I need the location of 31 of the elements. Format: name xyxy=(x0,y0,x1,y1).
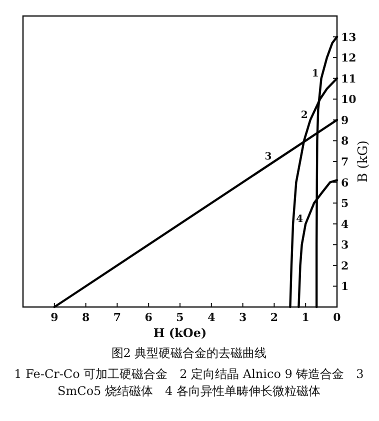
y-tick-label: 8 xyxy=(341,134,349,148)
x-tick-label: 4 xyxy=(208,311,216,324)
y-tick-label: 11 xyxy=(341,72,356,86)
x-axis-title: H (kOe) xyxy=(153,326,207,340)
y-tick-label: 2 xyxy=(341,259,349,272)
x-tick-label: 9 xyxy=(50,311,58,324)
y-tick-label: 4 xyxy=(341,218,349,231)
y-tick-label: 6 xyxy=(341,176,349,190)
x-tick-label: 8 xyxy=(82,311,90,324)
x-tick-label: 7 xyxy=(113,311,122,324)
x-tick-label: 2 xyxy=(270,311,278,324)
y-tick-label: 1 xyxy=(341,280,349,294)
y-tick-label: 13 xyxy=(341,30,356,44)
y-tick-label: 10 xyxy=(341,93,357,106)
annotation: 1 xyxy=(312,68,319,80)
y-axis-title: B (kG) xyxy=(356,140,371,183)
annotation: 2 xyxy=(300,110,308,121)
x-tick-label: 5 xyxy=(176,311,184,324)
y-tick-label: 7 xyxy=(341,156,349,168)
annotation: 3 xyxy=(264,152,272,162)
y-tick-label: 12 xyxy=(341,52,356,65)
annotation: 4 xyxy=(296,214,304,225)
x-tick-label: 6 xyxy=(144,311,153,324)
y-tick-label: 9 xyxy=(341,114,349,127)
x-tick-label: 0 xyxy=(333,311,342,324)
y-tick-label: 5 xyxy=(341,197,349,210)
x-tick-label: 1 xyxy=(302,311,310,324)
x-tick-label: 3 xyxy=(238,311,247,324)
text: 图2 典型硬磁合金的去磁曲线 xyxy=(111,346,267,360)
y-tick-label: 3 xyxy=(341,238,349,252)
text: 1 Fe-Cr-Co 可加工硬磁合金 2 定向结晶 Alnico 9 铸造合金 3 SmCo5 烧结磁体 4 各向异性单畴伸长微粒磁体 xyxy=(14,367,364,398)
